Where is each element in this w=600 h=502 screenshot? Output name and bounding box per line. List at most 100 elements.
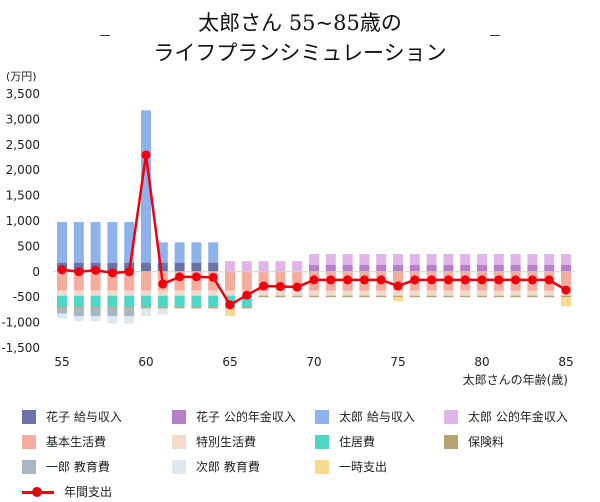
line-point — [477, 275, 487, 285]
line-point — [410, 275, 420, 285]
x-tick-label: 70 — [306, 355, 321, 369]
legend-line-swatch — [22, 485, 54, 499]
line-point — [511, 275, 521, 285]
y-tick-label: 3,000 — [6, 112, 40, 126]
y-tick-label: -500 — [13, 290, 40, 304]
bar-segment-5 — [527, 290, 538, 296]
bar-segment-5 — [141, 290, 151, 296]
bar-segment-10 — [225, 308, 235, 316]
bar-segment-5 — [325, 290, 336, 296]
y-tick-label: -1,500 — [1, 341, 40, 355]
legend-label: 次郎 教育費 — [196, 460, 260, 474]
bar-segment-5 — [443, 290, 454, 296]
bar-segment-4 — [57, 271, 67, 291]
x-tick-label: 60 — [138, 355, 153, 369]
bar-segment-0 — [208, 262, 219, 272]
bar-segment-0 — [191, 262, 202, 272]
bar-segment-1 — [493, 264, 504, 272]
bar-segment-7 — [477, 295, 487, 298]
bar-segment-7 — [393, 295, 403, 298]
bar-segment-9 — [73, 315, 84, 322]
bar-segment-1 — [426, 264, 437, 272]
bar-segment-6 — [90, 295, 101, 307]
bar-segment-5 — [393, 290, 403, 296]
bar-segment-7 — [157, 306, 168, 309]
bar-segment-1 — [443, 264, 454, 272]
bar-segment-5 — [275, 290, 286, 296]
bar-segment-5 — [376, 290, 387, 296]
bar-segment-3 — [359, 254, 370, 265]
bar-segment-4 — [241, 271, 252, 291]
bar-segment-7 — [443, 295, 454, 298]
bar-segment-7 — [510, 295, 521, 298]
bar-segment-1 — [376, 264, 387, 272]
bar-segment-2 — [57, 222, 67, 263]
bar-segment-6 — [73, 295, 84, 307]
bar-segment-7 — [544, 295, 555, 298]
bar-segment-3 — [258, 261, 269, 272]
x-axis-label: 太郎さんの年齢(歳) — [463, 372, 568, 387]
bar-segment-2 — [124, 222, 135, 263]
bar-segment-1 — [409, 264, 420, 272]
bar-segment-5 — [225, 290, 235, 296]
bar-segment-7 — [342, 295, 353, 298]
legend-item: 一郎 教育費 — [22, 458, 110, 475]
bar-segment-6 — [107, 295, 118, 307]
line-point — [427, 275, 437, 285]
bar-segment-6 — [174, 295, 185, 307]
bar-segment-5 — [359, 290, 370, 296]
legend-label: 特別生活費 — [196, 435, 257, 449]
bar-segment-1 — [342, 264, 353, 272]
bar-segment-0 — [73, 262, 84, 272]
bar-segment-5 — [73, 290, 84, 296]
bar-segment-0 — [157, 262, 168, 272]
x-tick-label: 80 — [474, 355, 489, 369]
bar-segment-6 — [191, 295, 202, 307]
bar-segment-2 — [174, 242, 185, 263]
bar-segment-1 — [393, 264, 403, 272]
legend-item: 保険料 — [444, 433, 504, 450]
legend-label: 基本生活費 — [46, 435, 107, 449]
bar-segment-3 — [477, 254, 487, 265]
bar-segment-7 — [141, 306, 151, 309]
bar-segment-3 — [225, 261, 235, 272]
bar-segment-9 — [57, 313, 67, 319]
bar-segment-3 — [342, 254, 353, 265]
bar-segment-3 — [325, 254, 336, 265]
line-point — [259, 281, 269, 291]
bar-segment-3 — [510, 254, 521, 265]
legend-item: 次郎 教育費 — [172, 458, 260, 475]
legend-label: 年間支出 — [64, 485, 113, 499]
bar-segment-7 — [107, 306, 118, 309]
bar-segment-5 — [493, 290, 504, 296]
legend-swatch — [315, 409, 329, 424]
bar-segment-5 — [510, 290, 521, 296]
bar-segment-0 — [141, 262, 151, 272]
bar-segment-2 — [208, 242, 219, 263]
y-tick-label: 1,500 — [6, 189, 40, 203]
line-point — [141, 150, 151, 160]
bar-segment-0 — [107, 262, 118, 272]
bar-segment-7 — [174, 306, 185, 309]
line-point — [191, 272, 201, 282]
bar-segment-6 — [208, 295, 219, 307]
title-rule-left — [100, 35, 110, 36]
bar-segment-1 — [527, 264, 538, 272]
bar-segment-3 — [241, 261, 252, 272]
bar-segment-5 — [477, 290, 487, 296]
y-tick-label: 3,500 — [6, 87, 40, 101]
bar-segment-4 — [141, 271, 151, 291]
line-point — [544, 275, 554, 285]
bar-segment-8 — [124, 308, 135, 316]
legend-label: 保険料 — [468, 435, 505, 449]
x-tick-label: 65 — [222, 355, 237, 369]
bar-segment-7 — [258, 295, 269, 298]
bar-segment-3 — [527, 254, 538, 265]
bar-segment-8 — [90, 308, 101, 316]
line-point — [309, 275, 319, 285]
bar-segment-4 — [275, 271, 286, 291]
bar-segment-4 — [393, 271, 403, 291]
bar-segment-9 — [124, 315, 135, 324]
bar-segment-7 — [561, 295, 571, 298]
